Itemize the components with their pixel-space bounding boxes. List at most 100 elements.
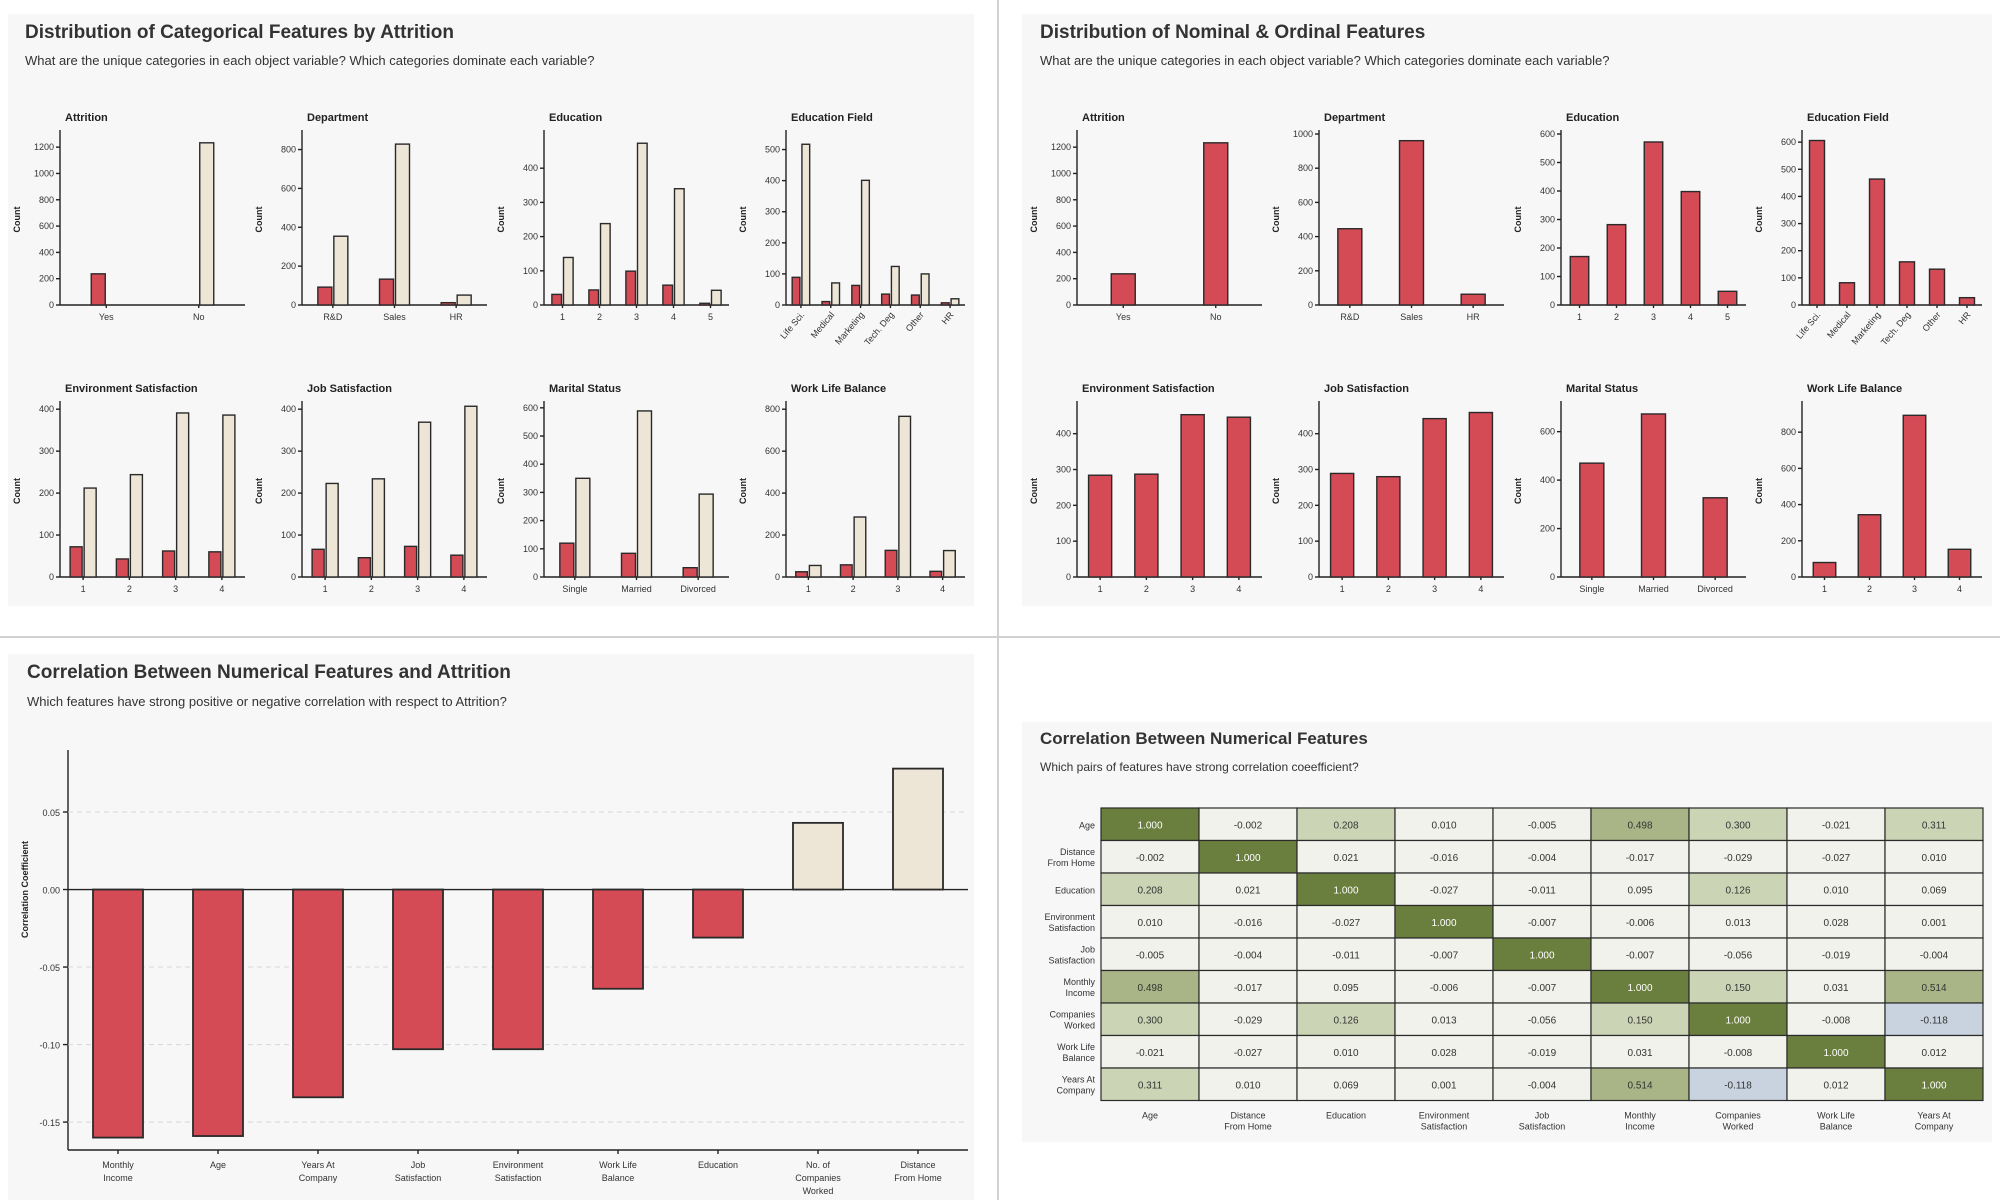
nominal-subplot-4-bar bbox=[1087, 474, 1113, 578]
heatmap-cell bbox=[1296, 1067, 1396, 1102]
nominal-subplot-7-bar bbox=[1812, 561, 1837, 578]
cat-attr-subplot-7-bar bbox=[808, 564, 822, 578]
nominal-subplot-6-bar bbox=[1702, 497, 1728, 578]
cat-attr-subplot-1-ytick-label: 0 bbox=[291, 300, 296, 310]
heatmap-cell-value: 0.010 bbox=[1921, 853, 1946, 864]
cat-attr-subplot-4-xtick-label: 3 bbox=[173, 584, 178, 594]
nominal-subplot-2-bar bbox=[1569, 255, 1590, 306]
heatmap-cell bbox=[1394, 969, 1494, 1004]
nominal-subplot-0-xtick-label: No bbox=[1210, 312, 1222, 322]
cat-attr-subplot-2-ylabel: Count bbox=[496, 207, 506, 233]
cat-attr-subplot-5-bar bbox=[417, 421, 432, 578]
cat-attr-subplot-3-bar bbox=[851, 284, 861, 306]
nominal-subplot-7-ylabel: Count bbox=[1754, 478, 1764, 504]
heatmap-cell-value: 0.013 bbox=[1431, 1015, 1456, 1026]
heatmap-cell-value: -0.027 bbox=[1430, 885, 1459, 896]
heatmap-cell-value: -0.118 bbox=[1724, 1080, 1752, 1091]
heatmap-cell-value: 0.514 bbox=[1627, 1080, 1652, 1091]
nominal-subplot-1-xtick-label: HR bbox=[1467, 312, 1480, 322]
heatmap-cell-value: 0.150 bbox=[1627, 1015, 1652, 1026]
cat-attr-subplot-1-bar bbox=[333, 235, 349, 306]
corr-attr-ytick-label: -0.10 bbox=[39, 1041, 60, 1051]
nominal-subplot-0-ytick-label: 600 bbox=[1056, 221, 1071, 231]
cat-attr-subplot-4-ytick-label: 0 bbox=[49, 572, 54, 582]
nominal-subplot-5-ylabel: Count bbox=[1271, 478, 1281, 504]
cat-attr-subplot-0-xtick-label: Yes bbox=[99, 312, 114, 322]
nominal-subplot-6-bar bbox=[1640, 413, 1667, 578]
nominal-subplot-2-xtick-label: 5 bbox=[1725, 312, 1730, 322]
nominal-subplot-7-bar bbox=[1857, 514, 1882, 578]
nominal-subplot-4-ytick-label: 100 bbox=[1056, 536, 1071, 546]
cat-attr-subplot-6-xtick-label: Divorced bbox=[680, 584, 716, 594]
cat-attr-subplot-7-ylabel: Count bbox=[738, 478, 748, 504]
heatmap-cell-value: -0.017 bbox=[1626, 853, 1655, 864]
heatmap-cell-value: 0.028 bbox=[1431, 1048, 1456, 1059]
nominal-subplot-0-ylabel: Count bbox=[1029, 207, 1039, 233]
nominal-subplot-4-bar bbox=[1180, 413, 1205, 578]
cat-attr-subplot-3-bar bbox=[801, 143, 811, 306]
heatmap-cell-value: 0.012 bbox=[1823, 1080, 1848, 1091]
heatmap-cell-value: 0.031 bbox=[1627, 1048, 1652, 1059]
cat-attr-subplot-0-ytick-label: 800 bbox=[39, 195, 54, 205]
cat-attr-subplot-1-ytick-label: 200 bbox=[281, 261, 296, 271]
cat-attr-subplot-5-ytick-label: 0 bbox=[291, 572, 296, 582]
cat-attr-subplot-6-bar bbox=[559, 542, 575, 578]
heatmap-cell-value: 0.126 bbox=[1725, 885, 1750, 896]
heatmap-cell-value: -0.002 bbox=[1136, 853, 1165, 864]
heatmap-cell-value: -0.118 bbox=[1920, 1015, 1948, 1026]
nominal-subplot-1-bar bbox=[1460, 293, 1486, 306]
heatmap-cell-value: 0.028 bbox=[1823, 918, 1848, 929]
cat-attr-subplot-4-ytick-label: 200 bbox=[39, 488, 54, 498]
cat-attr-subplot-0-bar bbox=[199, 142, 215, 306]
nominal-subplot-2-bar bbox=[1680, 190, 1701, 306]
nominal-subplot-1-ytick-label: 400 bbox=[1298, 232, 1313, 242]
cat-attr-subplot-6-bar bbox=[575, 477, 591, 578]
heatmap-cell bbox=[1100, 1034, 1200, 1069]
cat-attr-subplot-5-title: Job Satisfaction bbox=[307, 383, 392, 395]
nominal-subplot-2-ytick-label: 500 bbox=[1540, 158, 1555, 168]
corr-attr-xtick-label: Work Life Balance bbox=[599, 1160, 637, 1183]
cat-attr-subplot-3-xtick-label: Life Sci. bbox=[778, 310, 806, 341]
nominal-subplot-5-ytick-label: 0 bbox=[1308, 572, 1313, 582]
nominal-subplot-3-bar bbox=[1808, 139, 1826, 306]
cat-attr-subplot-1-bar bbox=[456, 294, 472, 306]
cat-attr-subplot-2-bar bbox=[562, 256, 574, 306]
cat-attr-subplot-2-xtick-label: 5 bbox=[708, 312, 713, 322]
heatmap-cell-value: 1.000 bbox=[1235, 853, 1260, 864]
cat-attr-subplot-7-bar bbox=[942, 549, 956, 578]
cat-attr-subplot-4-ytick-label: 300 bbox=[39, 446, 54, 456]
heatmap-cell-value: -0.005 bbox=[1136, 950, 1165, 961]
cat-attr-subplot-2-xtick-label: 2 bbox=[597, 312, 602, 322]
heatmap-cell-value: 0.208 bbox=[1137, 885, 1162, 896]
corr-attr-bar bbox=[692, 888, 744, 939]
cat-attr-subplot-2-bar bbox=[625, 270, 637, 306]
cat-attr-subplot-2-ytick-label: 400 bbox=[523, 163, 538, 173]
heatmap-cell-value: 0.069 bbox=[1333, 1080, 1358, 1091]
cat-attr-subplot-3-ytick-label: 300 bbox=[765, 207, 780, 217]
cat-attr-subplot-2-bar bbox=[588, 289, 600, 306]
nominal-subplot-0-bar bbox=[1110, 273, 1136, 306]
nominal-subplot-2-xtick-label: 2 bbox=[1614, 312, 1619, 322]
heatmap-cell bbox=[1786, 904, 1886, 939]
heatmap-cell bbox=[1198, 1067, 1298, 1102]
cat-attr-subplot-6-ylabel: Count bbox=[496, 478, 506, 504]
heatmap-cell bbox=[1884, 1034, 1984, 1069]
corr-attr-ytick-label: 0.00 bbox=[42, 886, 60, 896]
cat-attr-subplot-6-bar bbox=[636, 410, 653, 578]
cat-attr-subplot-3-ytick-label: 200 bbox=[765, 238, 780, 248]
heatmap-cell-value: -0.007 bbox=[1528, 918, 1557, 929]
cat-attr-subplot-1-title: Department bbox=[307, 112, 368, 124]
cat-attr-subplot-3-bar bbox=[791, 276, 801, 306]
heatmap-cell-value: 0.021 bbox=[1235, 885, 1260, 896]
cat-attr-subplot-1-bar bbox=[440, 301, 456, 306]
nominal-subplot-7-ytick-label: 0 bbox=[1791, 572, 1796, 582]
heatmap-row-label: Distance From Home bbox=[1047, 847, 1095, 868]
nominal-subplot-0-ytick-label: 800 bbox=[1056, 195, 1071, 205]
nominal-subplot-6-ytick-label: 400 bbox=[1540, 475, 1555, 485]
heatmap-cell-value: -0.016 bbox=[1430, 853, 1459, 864]
corr-attr-xtick-label: Age bbox=[210, 1160, 226, 1170]
heatmap-cell bbox=[1884, 1067, 1984, 1102]
heatmap-cell-value: -0.004 bbox=[1528, 1080, 1557, 1091]
nominal-subplot-5-ytick-label: 400 bbox=[1298, 429, 1313, 439]
nominal-subplot-3-ylabel: Count bbox=[1754, 207, 1764, 233]
